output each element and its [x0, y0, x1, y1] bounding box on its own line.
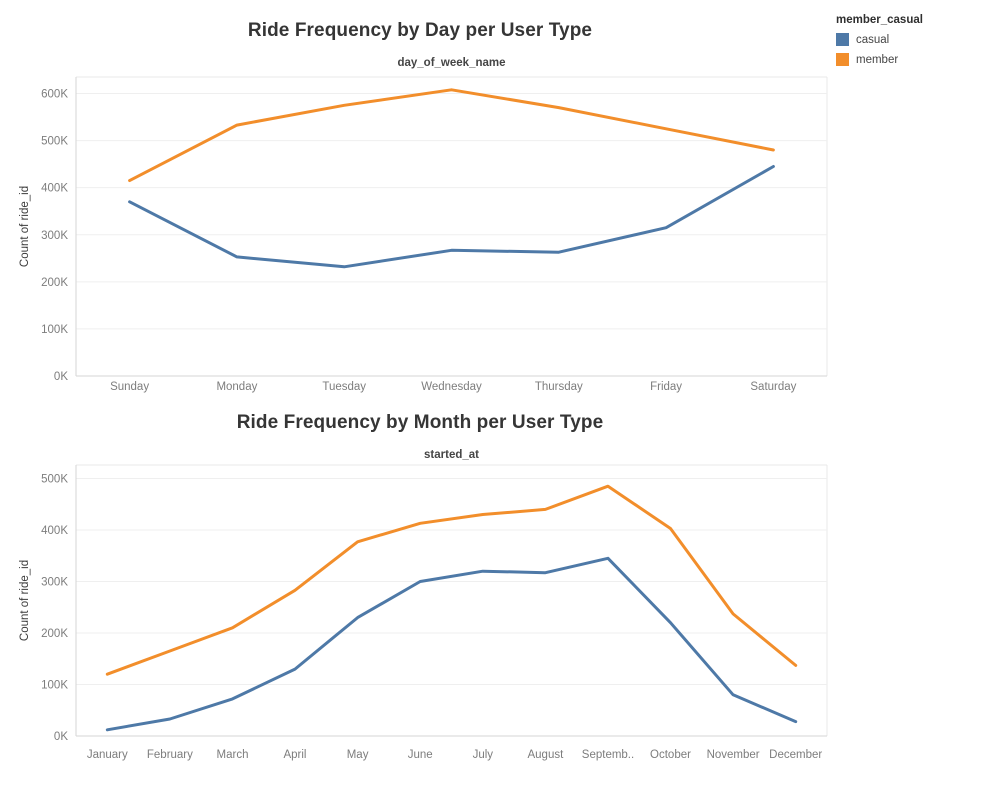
svg-text:Friday: Friday: [650, 381, 682, 393]
svg-text:500K: 500K: [41, 136, 68, 148]
svg-text:February: February: [147, 749, 193, 761]
legend-item-label: member: [856, 53, 899, 66]
svg-text:100K: 100K: [41, 324, 68, 336]
legend-item-casual[interactable]: casual: [836, 33, 996, 46]
svg-text:October: October: [650, 749, 691, 761]
svg-text:200K: 200K: [41, 628, 68, 640]
svg-text:Saturday: Saturday: [750, 381, 796, 393]
svg-text:Septemb..: Septemb..: [582, 749, 634, 761]
svg-text:Monday: Monday: [216, 381, 257, 393]
svg-text:June: June: [408, 749, 433, 761]
day-chart-x-field-label: day_of_week_name: [397, 57, 506, 69]
svg-text:400K: 400K: [41, 183, 68, 195]
svg-text:Thursday: Thursday: [535, 381, 583, 393]
svg-text:0K: 0K: [54, 371, 68, 383]
svg-text:500K: 500K: [41, 474, 68, 486]
legend-item-member[interactable]: member: [836, 53, 996, 66]
svg-text:300K: 300K: [41, 230, 68, 242]
month-chart-x-field-label: started_at: [424, 449, 479, 461]
day-chart-title: Ride Frequency by Day per User Type: [247, 20, 593, 41]
legend: member_casual casual member: [836, 14, 996, 73]
month-chart-title: Ride Frequency by Month per User Type: [236, 412, 604, 433]
legend-item-label: casual: [856, 33, 890, 46]
svg-text:300K: 300K: [41, 577, 68, 589]
svg-text:January: January: [87, 749, 128, 761]
svg-text:November: November: [707, 749, 760, 761]
svg-text:Wednesday: Wednesday: [421, 381, 482, 393]
month-chart: Ride Frequency by Month per User Type st…: [0, 392, 840, 800]
svg-text:Count of ride_id: Count of ride_id: [19, 186, 31, 267]
svg-text:100K: 100K: [41, 680, 68, 692]
month-chart-plot[interactable]: 0K 100K 200K 300K 400K 500K January February Mar…: [0, 460, 840, 795]
svg-text:400K: 400K: [41, 525, 68, 537]
svg-text:0K: 0K: [54, 731, 68, 743]
day-chart: Ride Frequency by Day per User Type day_…: [0, 0, 840, 400]
svg-text:200K: 200K: [41, 277, 68, 289]
svg-text:600K: 600K: [41, 89, 68, 101]
svg-text:December: December: [769, 749, 822, 761]
svg-text:Tuesday: Tuesday: [322, 381, 366, 393]
day-chart-plot[interactable]: 0K 100K 200K 300K 400K 500K 600K Sunday Monday Tu…: [0, 70, 840, 405]
svg-text:April: April: [283, 749, 306, 761]
svg-text:July: July: [473, 749, 494, 761]
svg-text:May: May: [347, 749, 369, 761]
svg-text:August: August: [527, 749, 564, 761]
svg-text:March: March: [217, 749, 249, 761]
legend-title: member_casual: [836, 14, 923, 26]
svg-text:Count of ride_id: Count of ride_id: [19, 560, 31, 641]
casual-color-swatch: [836, 33, 849, 46]
member-color-swatch: [836, 53, 849, 66]
svg-text:Sunday: Sunday: [110, 381, 149, 393]
